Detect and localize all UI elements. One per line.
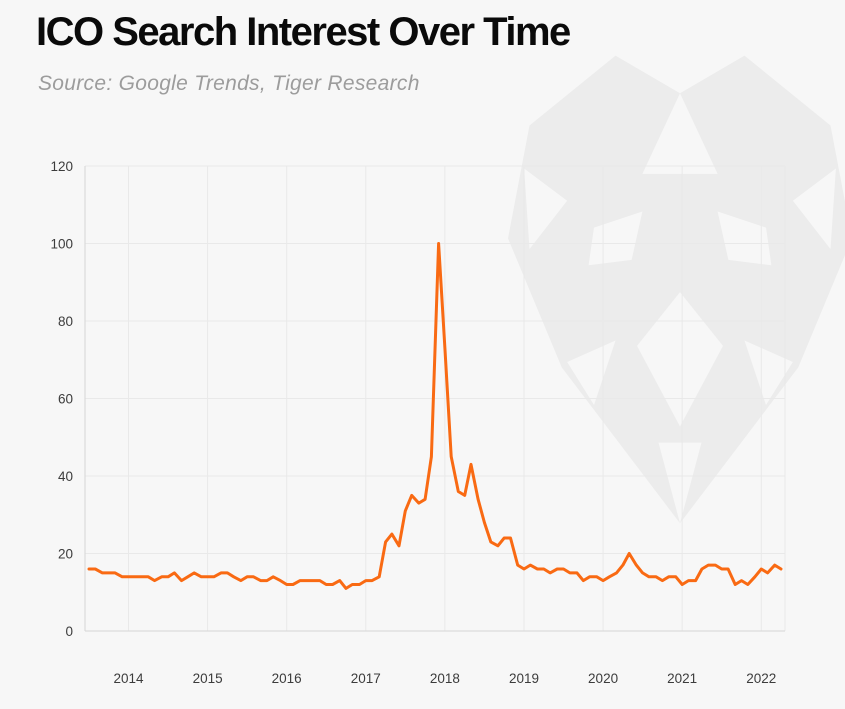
y-tick-label: 120: [50, 159, 73, 174]
x-tick-label: 2017: [351, 671, 381, 686]
x-tick-label: 2022: [746, 671, 776, 686]
y-tick-label: 60: [58, 392, 73, 407]
x-tick-label: 2015: [193, 671, 223, 686]
line-chart: 0 20 40 60 80 100 120 2014 2015 2016 2017 2018 2019 2…: [50, 159, 786, 686]
y-tick-label: 100: [50, 237, 73, 252]
x-tick-label: 2018: [430, 671, 460, 686]
y-tick-label: 20: [58, 547, 73, 562]
ico-interest-line: [87, 242, 783, 590]
x-tick-label: 2020: [588, 671, 618, 686]
chart-source: Source: Google Trends, Tiger Research: [38, 72, 420, 95]
chart-title: ICO Search Interest Over Time: [36, 10, 571, 54]
y-tick-label: 0: [65, 624, 73, 639]
x-tick-label: 2019: [509, 671, 539, 686]
x-tick-label: 2016: [272, 671, 302, 686]
y-tick-label: 40: [58, 469, 73, 484]
y-tick-label: 80: [58, 314, 73, 329]
x-tick-label: 2021: [667, 671, 697, 686]
x-tick-label: 2014: [113, 671, 144, 686]
